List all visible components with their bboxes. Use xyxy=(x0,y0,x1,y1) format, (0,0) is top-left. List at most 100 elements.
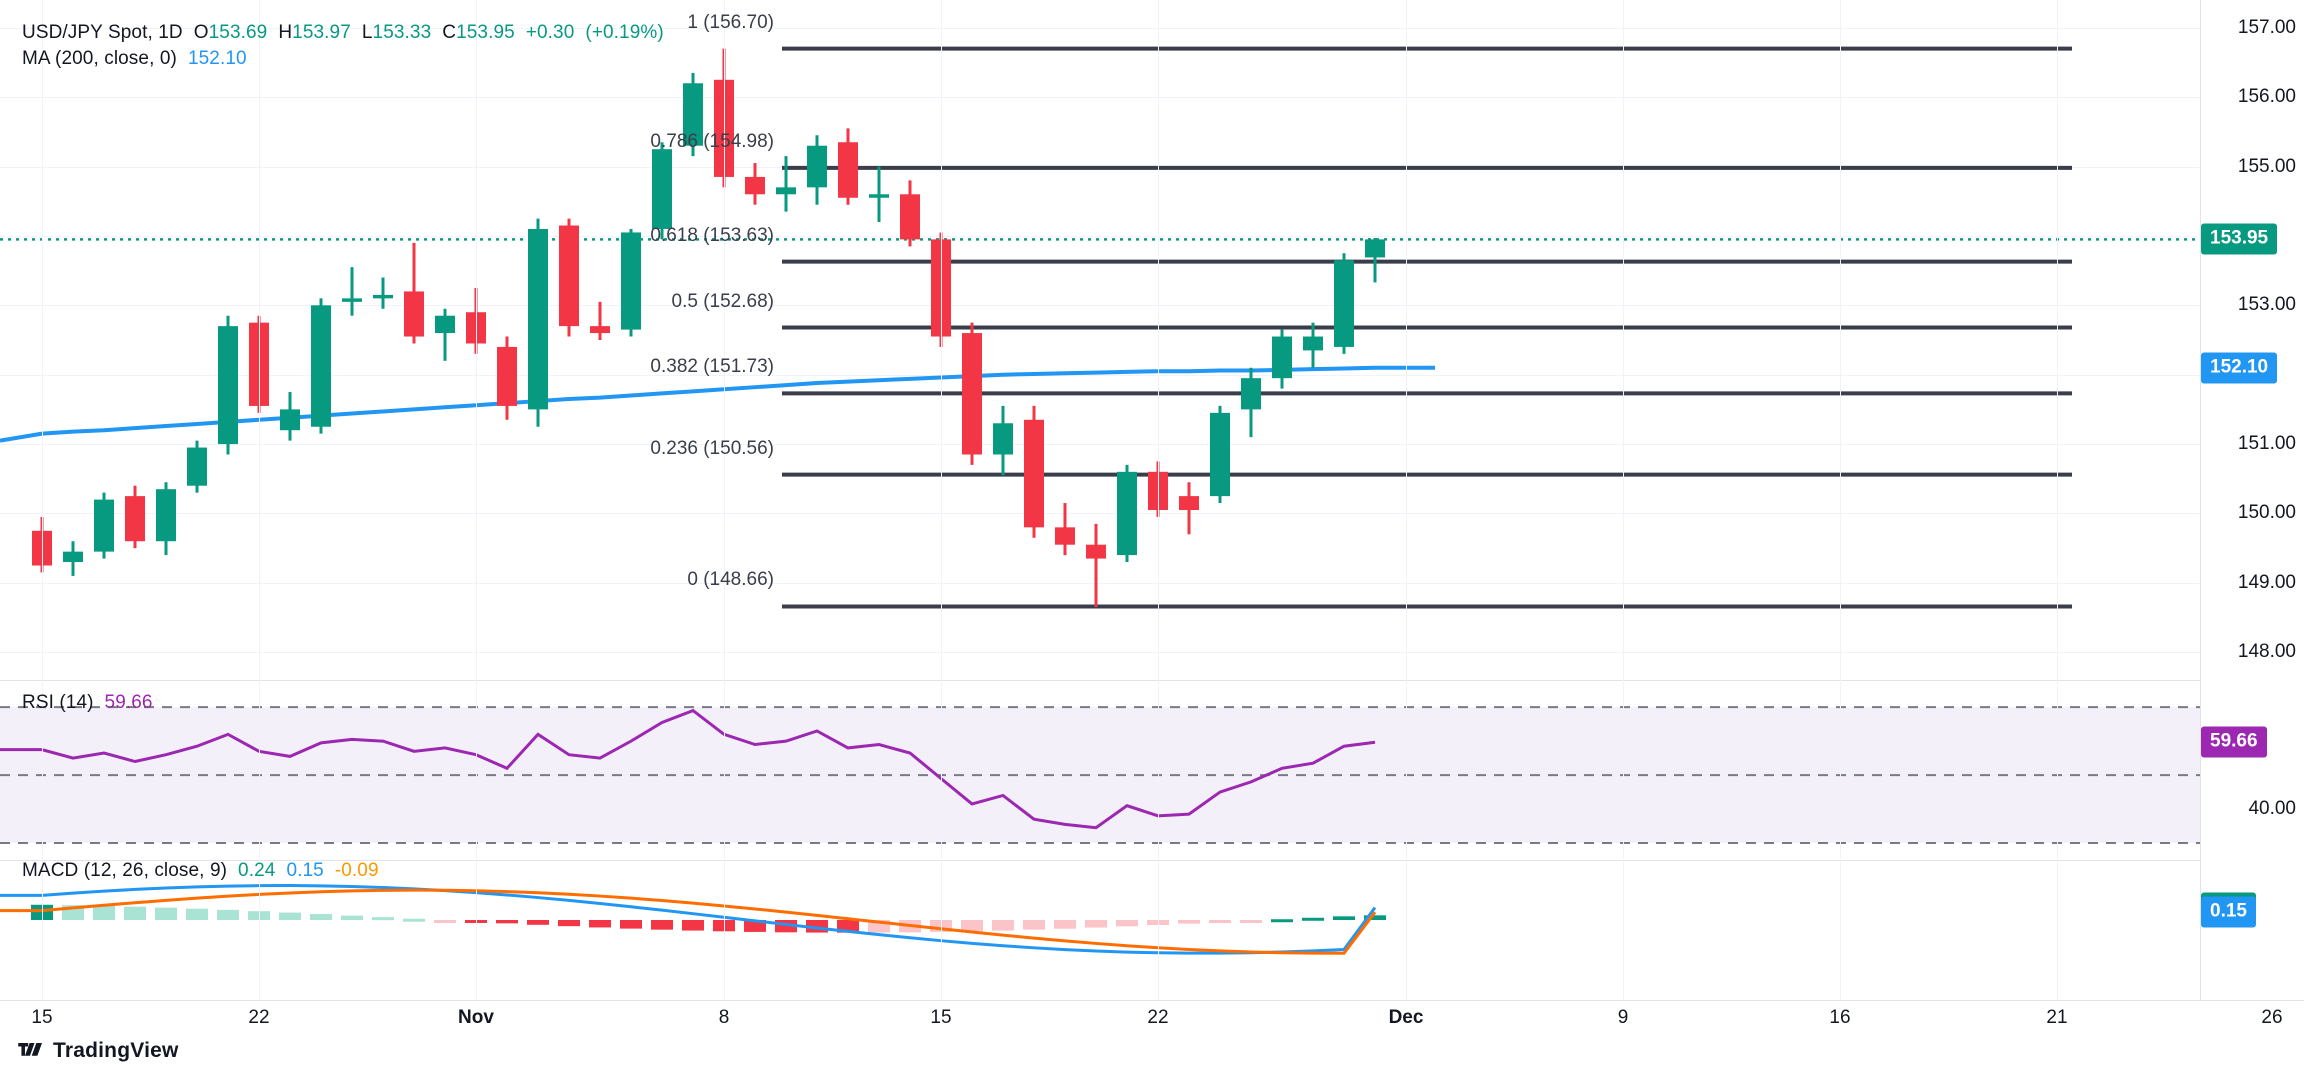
ma-label: MA (200, close, 0) xyxy=(22,48,177,69)
time-axis-tick: 22 xyxy=(248,1007,270,1028)
macd-histogram-bar xyxy=(1116,920,1138,927)
fibonacci-level-label: 0.236 (150.56) xyxy=(650,437,774,459)
candle-body xyxy=(373,294,393,299)
candle-body xyxy=(435,315,455,334)
rsi-line xyxy=(0,708,1376,830)
price-axis-tick: 157.00 xyxy=(2237,16,2296,38)
rsi-value-badge[interactable]: 59.66 xyxy=(2201,726,2267,758)
price-axis[interactable]: 157.00 156.00 155.00 153.00 151.00 150.00 149.… xyxy=(2200,0,2304,1000)
macd-histogram-bar xyxy=(620,920,642,929)
candle-body xyxy=(900,194,920,240)
macd-histogram-bar xyxy=(1023,920,1045,930)
fibonacci-level-label: 0 (148.66) xyxy=(687,569,774,591)
macd-histogram-bar xyxy=(651,920,673,930)
macd-histogram-bar xyxy=(527,920,549,925)
macd-histogram-bar xyxy=(1302,917,1324,921)
candle-body xyxy=(1179,496,1199,510)
ohlc-close-label: C xyxy=(442,22,457,43)
macd-histogram-bar xyxy=(1209,920,1231,923)
gridline-vertical xyxy=(476,0,477,1000)
macd-histogram-bar xyxy=(1333,916,1355,920)
price-axis-tick: 150.00 xyxy=(2237,502,2296,524)
macd-histogram-bar xyxy=(589,920,611,928)
macd-histogram-bar xyxy=(558,920,580,927)
time-axis-tick: 16 xyxy=(1829,1007,1851,1028)
candle-body xyxy=(559,225,579,327)
candle-body xyxy=(187,447,207,486)
macd-signal-value: 0.15 xyxy=(286,860,324,881)
ohlc-open-label: O xyxy=(193,22,209,43)
candle-body xyxy=(404,291,424,337)
rsi-axis-tick: 40.00 xyxy=(2248,798,2296,820)
macd-histogram-bar xyxy=(1271,919,1293,923)
macd-value-badge[interactable]: 0.15 xyxy=(2201,896,2256,928)
price-pane[interactable]: 1 (156.70) 0.786 (154.98) 0.618 (153.63) 0.… xyxy=(0,0,2200,680)
candle-body xyxy=(497,346,517,406)
fibonacci-level-label: 0.618 (153.63) xyxy=(650,224,774,246)
candle-body xyxy=(1303,336,1323,351)
price-axis-tick: 153.00 xyxy=(2237,294,2296,316)
macd-histogram-bar xyxy=(682,920,704,931)
rsi-legend[interactable]: RSI (14) 59.66 xyxy=(22,692,153,714)
fibonacci-level-label: 0.786 (154.98) xyxy=(650,130,774,152)
macd-histogram-bar xyxy=(1085,920,1107,928)
candle-body xyxy=(590,326,610,334)
price-axis-tick: 156.00 xyxy=(2237,86,2296,108)
ohlc-high-value: 153.97 xyxy=(292,22,351,43)
gridline-vertical xyxy=(724,0,725,1000)
macd-histogram-bar xyxy=(1364,915,1386,920)
ohlc-close-value: 153.95 xyxy=(456,22,515,43)
macd-histogram-bar xyxy=(1240,920,1262,923)
gridline-vertical xyxy=(2057,0,2058,1000)
ma200-line xyxy=(0,365,1435,443)
rsi-label: RSI (14) xyxy=(22,692,94,713)
candle-body xyxy=(776,187,796,195)
rsi-pane[interactable] xyxy=(0,680,2200,860)
candle-body xyxy=(528,228,548,410)
macd-histogram-bar xyxy=(310,914,332,920)
footer: TradingView xyxy=(0,1036,2304,1066)
time-axis-tick: 8 xyxy=(718,1007,730,1028)
time-axis-tick: 9 xyxy=(1617,1007,1629,1028)
gridline-vertical xyxy=(941,0,942,1000)
candle-body xyxy=(1024,419,1044,528)
macd-legend[interactable]: MACD (12, 26, close, 9) 0.24 0.15 -0.09 xyxy=(22,860,379,882)
candle-body xyxy=(869,194,889,198)
fibonacci-level-label: 0.5 (152.68) xyxy=(671,290,774,312)
macd-histogram-bar xyxy=(1054,920,1076,929)
macd-histogram-bar xyxy=(961,920,983,932)
candle-body xyxy=(621,232,641,330)
last-price-badge[interactable]: 153.95 xyxy=(2201,223,2278,255)
candle-body xyxy=(156,489,176,542)
ma-legend[interactable]: MA (200, close, 0) 152.10 xyxy=(22,48,247,70)
macd-histogram-value: -0.09 xyxy=(334,860,379,881)
macd-line xyxy=(0,884,1377,955)
time-axis-tick: 15 xyxy=(31,1007,53,1028)
time-axis-tick: 21 xyxy=(2046,1007,2068,1028)
gridline-horizontal xyxy=(0,513,2200,515)
candle-body xyxy=(280,409,300,431)
candle-body xyxy=(807,145,827,188)
symbol-title: USD/JPY Spot, 1D xyxy=(22,22,183,43)
candle-body xyxy=(94,499,114,552)
candle-body xyxy=(311,305,331,427)
time-axis[interactable]: 15 22 Nov 8 15 22 Dec 9 16 21 26 xyxy=(0,1000,2304,1036)
candle-body xyxy=(683,83,703,146)
candle-body xyxy=(1117,471,1137,556)
symbol-legend[interactable]: USD/JPY Spot, 1D O153.69 H153.97 L153.33 C15… xyxy=(22,22,664,44)
price-change-percent: (+0.19%) xyxy=(585,22,664,43)
ohlc-low-label: L xyxy=(361,22,373,43)
gridline-horizontal xyxy=(0,235,2200,237)
ma-price-badge[interactable]: 152.10 xyxy=(2201,352,2278,384)
price-series-layer xyxy=(0,46,2200,609)
macd-histogram-bar xyxy=(403,918,425,922)
gridline-vertical xyxy=(259,0,260,1000)
tradingview-logo-icon xyxy=(18,1042,42,1056)
candle-body xyxy=(838,142,858,198)
gridline-vertical xyxy=(1406,0,1407,1000)
gridline-vertical xyxy=(42,0,43,1000)
candle-body xyxy=(342,298,362,302)
macd-histogram-bar xyxy=(496,920,518,924)
candle-body xyxy=(1086,544,1106,559)
ohlc-open-value: 153.69 xyxy=(208,22,268,43)
